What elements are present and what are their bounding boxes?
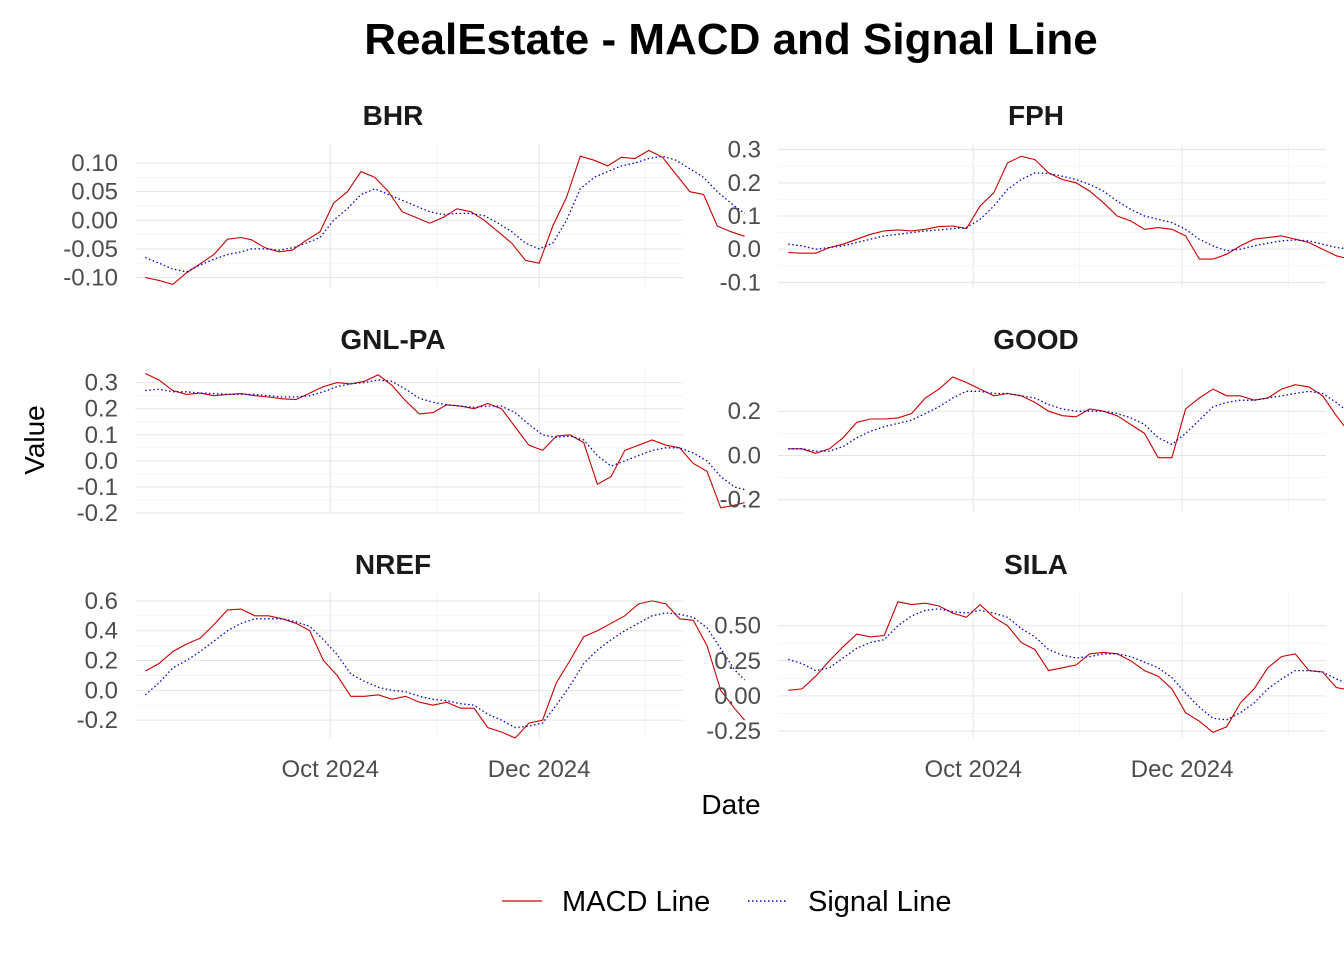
y-tick-label: 0.0 — [85, 677, 118, 704]
y-tick-label: 0.50 — [714, 613, 761, 640]
y-tick-label: -0.1 — [720, 269, 761, 296]
series-macd-sila — [788, 601, 1344, 734]
y-tick-label: 0.10 — [71, 150, 118, 177]
y-tick-label: 0.0 — [728, 236, 761, 263]
y-tick-label: 0.2 — [85, 648, 118, 675]
facet-title-nref: NREF — [355, 549, 431, 580]
series-macd-nref — [145, 600, 746, 739]
facet-good: 0.2 0.0 -0.2 GOOD — [720, 324, 1344, 514]
series-macd-good — [788, 376, 1344, 459]
facet-title-good: GOOD — [993, 324, 1079, 355]
series-signal-bhr — [145, 155, 745, 273]
series-macd-gnl-pa — [145, 373, 745, 509]
x-tick-label: Oct 2024 — [925, 756, 1022, 783]
series-signal-sila — [788, 608, 1344, 721]
legend-label-signal: Signal Line — [808, 886, 952, 918]
chart-title: RealEstate - MACD and Signal Line — [364, 15, 1097, 64]
y-tick-label: 0.1 — [728, 203, 761, 230]
y-tick-label: -0.2 — [720, 487, 761, 514]
y-tick-label: -0.2 — [77, 707, 118, 734]
y-tick-label: 0.2 — [728, 398, 761, 425]
y-tick-label: 0.4 — [85, 618, 118, 645]
x-tick-label: Dec 2024 — [1131, 756, 1234, 783]
series-macd-bhr — [145, 149, 745, 286]
y-tick-label: 0.1 — [85, 422, 118, 449]
y-tick-label: 0.3 — [728, 137, 761, 164]
y-tick-label: 0.2 — [728, 170, 761, 197]
facet-nref: 0.6 0.4 0.20.0 -0.2 NREF Oct 2024 Dec 2024 — [77, 549, 746, 783]
facet-title-gnl-pa: GNL-PA — [340, 324, 445, 355]
series-macd-fph — [788, 155, 1344, 260]
facet-gnl-pa: 0.30.20.10.0-0.1-0.2 GNL-PA — [77, 324, 745, 527]
y-tick-label: -0.05 — [63, 236, 118, 263]
y-tick-label: -0.1 — [77, 474, 118, 501]
x-tick-label: Dec 2024 — [488, 756, 591, 783]
y-tick-label: -0.2 — [77, 500, 118, 527]
legend-label-macd: MACD Line — [562, 886, 710, 918]
facet-title-sila: SILA — [1004, 549, 1068, 580]
y-tick-label: 0.0 — [85, 448, 118, 475]
y-tick-label: 0.3 — [85, 370, 118, 397]
y-tick-label: -0.25 — [706, 718, 761, 745]
facet-sila: 0.50 0.25 0.00 -0.25 SILA Oct 2024 Dec 2024 — [706, 549, 1344, 783]
y-tick-label: 0.00 — [71, 207, 118, 234]
y-tick-label: 0.25 — [714, 648, 761, 675]
series-signal-nref — [144, 612, 746, 729]
facet-title-bhr: BHR — [363, 100, 424, 131]
y-tick-label: -0.10 — [63, 265, 118, 292]
series-signal-fph — [788, 172, 1344, 252]
facet-bhr: 0.100.050.00-0.05-0.10 BHR — [63, 100, 745, 292]
y-tick-label: 0.2 — [85, 396, 118, 423]
series-signal-good — [788, 390, 1344, 452]
x-tick-label: Oct 2024 — [282, 756, 379, 783]
series-signal-gnl-pa — [145, 379, 745, 491]
y-tick-label: 0.0 — [728, 442, 761, 469]
facet-fph: 0.3 0.2 0.1 0.0 -0.1 FPH — [720, 100, 1344, 296]
facet-title-fph: FPH — [1008, 100, 1064, 131]
y-tick-label: 0.05 — [71, 179, 118, 206]
y-tick-label: 0.00 — [714, 683, 761, 710]
legend: MACD Line Signal Line — [502, 886, 952, 918]
facet-grid: 0.100.050.00-0.05-0.10BHR0.30.20.10.0-0.… — [63, 100, 1344, 783]
y-tick-label: 0.6 — [85, 588, 118, 615]
y-axis-label: Value — [19, 405, 50, 475]
x-axis-label: Date — [701, 789, 760, 820]
